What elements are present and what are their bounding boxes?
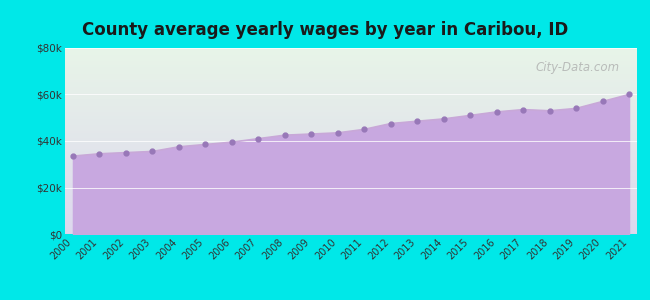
- Text: County average yearly wages by year in Caribou, ID: County average yearly wages by year in C…: [82, 21, 568, 39]
- Text: City-Data.com: City-Data.com: [536, 61, 620, 74]
